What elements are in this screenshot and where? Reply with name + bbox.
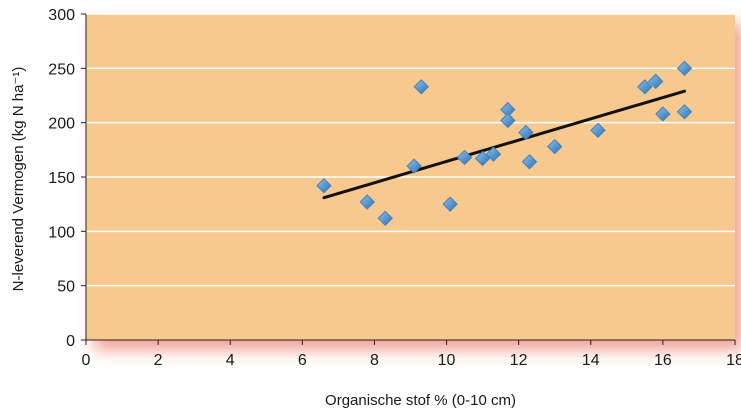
- data-point: [590, 122, 606, 138]
- x-tick-label: 6: [298, 352, 307, 369]
- data-point: [474, 150, 491, 167]
- y-axis-title: N-leverend Vermogen (kg N ha⁻¹): [10, 67, 27, 292]
- data-point: [316, 177, 332, 194]
- x-tick-label: 8: [370, 352, 379, 369]
- x-tick-label: 16: [654, 352, 672, 369]
- x-tick-label: 10: [438, 352, 456, 369]
- data-point: [500, 112, 516, 129]
- y-tick-label: 0: [66, 333, 75, 350]
- gridlines: [86, 13, 735, 287]
- x-tick-label: 12: [510, 352, 528, 369]
- y-tick-label: 50: [57, 279, 75, 296]
- tick-labels: 0 2 4 6 8 10 12 14 16 18 0 50 100 150 200 250 300: [48, 7, 741, 369]
- data-point: [359, 194, 375, 210]
- data-point: [655, 106, 671, 122]
- data-point: [485, 146, 502, 162]
- x-tick-label: 2: [154, 352, 163, 369]
- data-point: [521, 154, 538, 170]
- y-tick-label: 150: [48, 170, 75, 187]
- data-point: [456, 149, 473, 166]
- x-tick-label: 0: [82, 352, 91, 369]
- x-tick-label: 14: [582, 352, 600, 369]
- x-tick-label: 18: [726, 352, 741, 369]
- axes: [81, 13, 736, 345]
- data-point: [377, 210, 393, 227]
- data-point: [406, 158, 422, 174]
- trendline: [322, 89, 687, 200]
- y-tick-label: 100: [48, 224, 75, 241]
- data-point: [518, 124, 534, 141]
- data-point: [442, 196, 458, 212]
- x-tick-label: 4: [226, 352, 235, 369]
- y-tick-label: 200: [48, 116, 75, 133]
- data-points: [316, 60, 693, 227]
- y-tick-label: 250: [48, 61, 75, 78]
- data-point: [547, 138, 563, 155]
- data-point: [637, 79, 653, 95]
- data-point: [676, 60, 693, 77]
- trendline-layer: [322, 89, 687, 200]
- data-point: [676, 104, 693, 120]
- data-point: [413, 79, 430, 95]
- data-point: [647, 73, 664, 90]
- y-tick-label: 300: [48, 7, 75, 24]
- x-axis-title: Organische stof % (0-10 cm): [325, 392, 516, 409]
